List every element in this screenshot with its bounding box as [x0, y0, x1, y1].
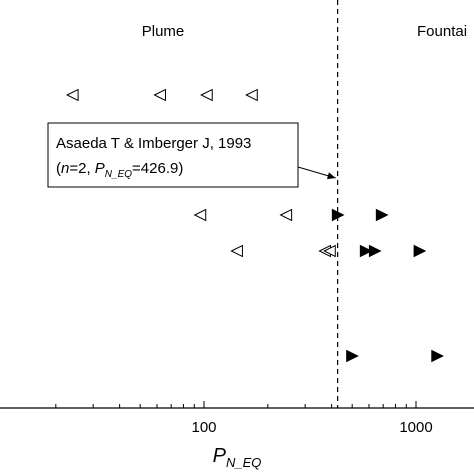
annotation-line-2: (n=2, PN_EQ=426.9): [56, 160, 183, 180]
filled-right-triangle-point: [431, 349, 444, 363]
filled-right-triangle-point: [346, 349, 359, 363]
open-left-triangle-point: [323, 244, 336, 258]
annotation-arrow-head: [326, 172, 336, 180]
open-left-triangle-point: [193, 208, 207, 222]
open-left-triangle-point: [230, 244, 243, 258]
open-left-triangle-point: [245, 88, 258, 102]
x-tick-label: 1000: [399, 419, 432, 436]
region-label-plume: Plume: [142, 23, 185, 40]
filled-right-triangle-point: [359, 244, 373, 258]
open-left-triangle-point: [200, 88, 213, 102]
filled-right-triangle-point: [368, 244, 382, 258]
filled-right-triangle-point: [331, 208, 345, 222]
filled-right-triangle-point: [413, 244, 427, 258]
open-left-triangle-point: [153, 88, 166, 102]
open-left-triangle-point: [279, 208, 293, 222]
annotation-box: [47, 122, 299, 188]
annotation-line-1: Asaeda T & Imberger J, 1993: [56, 135, 251, 152]
open-left-triangle-point: [65, 88, 79, 102]
x-axis-label: PN_EQ: [213, 445, 262, 470]
filled-right-triangle-point: [375, 208, 389, 222]
x-tick-label: 100: [191, 419, 216, 436]
region-label-fountain: Fountai: [417, 23, 467, 40]
